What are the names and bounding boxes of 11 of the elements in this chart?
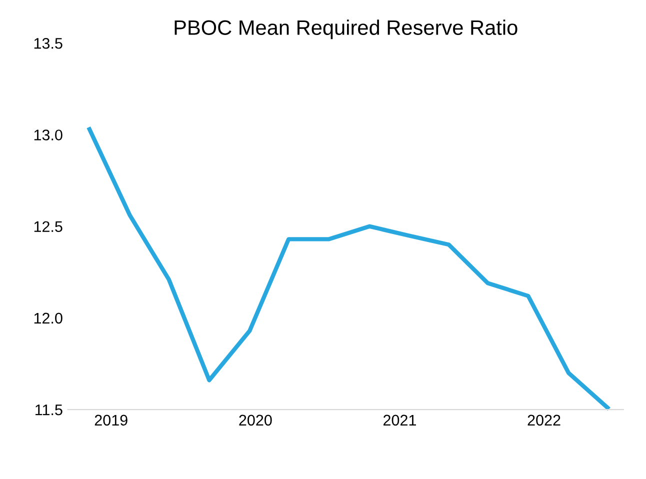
chart-title: PBOC Mean Required Reserve Ratio bbox=[174, 20, 518, 40]
y-tick-label: 11.5 bbox=[36, 404, 62, 416]
x-tick-label: 2020 bbox=[239, 414, 272, 426]
x-tick-label: 2022 bbox=[528, 414, 560, 426]
line-series bbox=[87, 127, 610, 410]
y-tick-label: 12.5 bbox=[34, 221, 62, 232]
y-tick-label: 13.5 bbox=[34, 38, 62, 49]
y-tick-label: 12.0 bbox=[34, 312, 62, 324]
y-tick-label: 13.0 bbox=[34, 130, 62, 140]
x-tick-label: 2019 bbox=[94, 414, 128, 426]
x-tick-label: 2021 bbox=[384, 414, 416, 426]
